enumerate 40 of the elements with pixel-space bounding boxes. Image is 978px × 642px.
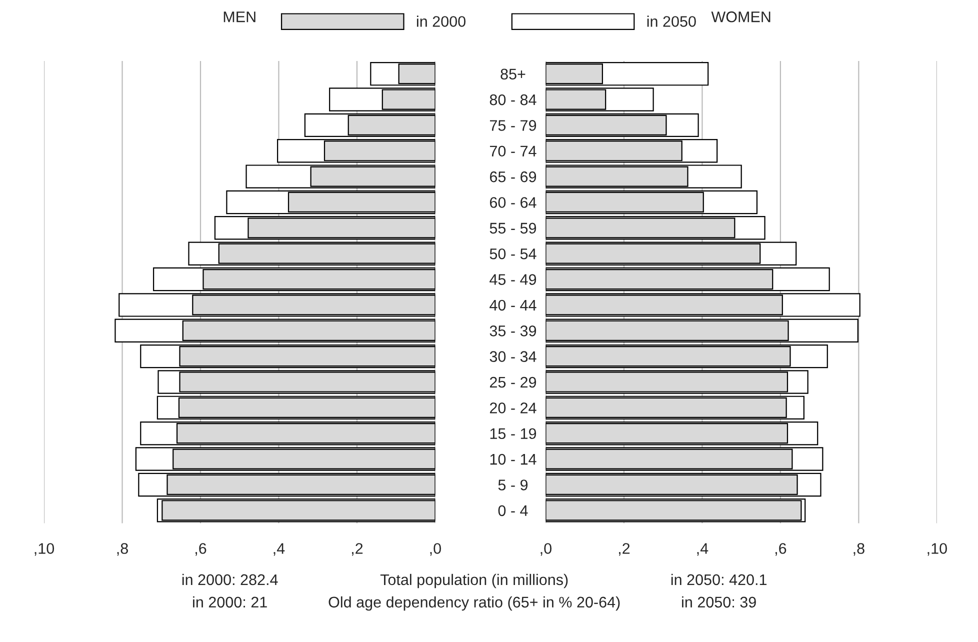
y-tick-label: 55 - 59 [490,222,536,234]
y-tick-label: 45 - 49 [490,274,536,285]
y-tick-label: 25 - 29 [490,376,536,388]
x-tick-label: ,10 [34,543,54,556]
text: Total population (in millions) [380,574,568,588]
y-tick-label: 75 - 79 [490,120,536,131]
text: Old age dependency ratio (65+ in % 20-64) [328,596,620,611]
y-tick-label: 35 - 39 [490,326,536,336]
x-tick-label: ,8 [854,543,864,556]
chart-title: WOMEN [711,11,770,22]
x-tick-label: ,10 [928,543,947,556]
text: in 2000: 282.4 [182,574,278,586]
text: in 2050: 39 [682,596,756,608]
y-tick-label: 50 - 54 [490,248,536,260]
y-tick-label: 20 - 24 [490,402,536,414]
text: in 2050 [647,16,696,27]
y-tick-label: 0 - 4 [498,505,528,516]
y-tick-label: 60 - 64 [490,197,536,208]
x-tick-label: ,6 [775,543,786,556]
y-tick-label: 85+ [500,68,526,80]
y-tick-label: 70 - 74 [490,146,536,157]
y-tick-label: 5 - 9 [498,480,528,490]
x-tick-label: ,0 [430,543,441,556]
text: in 2050: 420.1 [671,574,767,586]
x-tick-label: ,8 [117,543,128,556]
text: in 2000 [416,16,466,27]
y-tick-label: 40 - 44 [490,300,536,311]
y-tick-label: 10 - 14 [490,454,536,465]
y-tick-label: 15 - 19 [490,428,536,440]
x-tick-label: ,2 [618,543,630,556]
x-tick-label: ,2 [352,543,363,556]
x-tick-label: ,4 [274,543,285,556]
text: in 2000: 21 [193,596,267,608]
chart-title: MEN [224,12,256,22]
y-tick-label: 30 - 34 [490,351,536,362]
x-tick-label: ,0 [540,543,552,556]
y-tick-label: 65 - 69 [490,171,536,182]
x-tick-label: ,4 [697,543,708,556]
y-tick-label: 80 - 84 [490,94,536,106]
x-tick-label: ,6 [195,543,206,556]
